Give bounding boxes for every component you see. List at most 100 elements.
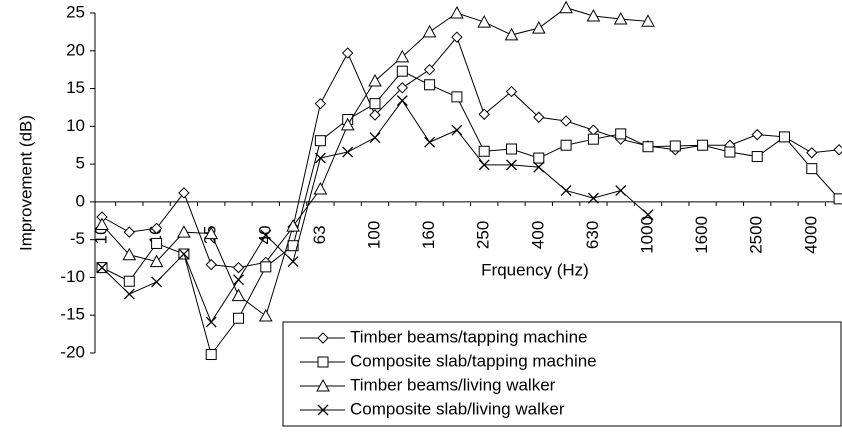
marker	[641, 14, 655, 27]
marker	[96, 262, 108, 274]
marker	[260, 261, 272, 273]
marker	[178, 248, 190, 260]
marker	[123, 275, 135, 287]
marker	[504, 27, 519, 41]
x-tick-label: 400	[528, 221, 547, 249]
x-tick-label: 160	[419, 221, 438, 249]
marker	[204, 226, 219, 240]
marker	[423, 63, 436, 76]
x-tick-label: 250	[474, 221, 493, 249]
marker	[286, 219, 300, 232]
marker	[613, 12, 628, 25]
marker	[340, 117, 355, 131]
x-tick-label: 2500	[747, 216, 766, 254]
marker	[642, 141, 654, 153]
y-tick-label: -5	[70, 229, 85, 248]
marker	[587, 124, 600, 136]
x-axis-label: Frquency (Hz)	[481, 260, 589, 279]
marker	[560, 115, 572, 127]
marker	[451, 124, 463, 136]
marker	[369, 98, 381, 110]
y-tick-label: 10	[66, 116, 85, 135]
marker	[95, 217, 109, 231]
marker	[533, 161, 545, 173]
marker	[396, 82, 409, 94]
marker	[178, 187, 190, 199]
marker	[341, 47, 354, 59]
marker	[478, 145, 490, 157]
marker	[533, 111, 545, 123]
y-tick-label: 20	[66, 40, 85, 59]
marker	[314, 152, 326, 164]
marker	[451, 91, 463, 103]
x-tick-label: 63	[310, 225, 329, 244]
marker	[806, 163, 818, 175]
marker	[205, 258, 217, 271]
marker	[833, 144, 842, 156]
marker	[314, 135, 326, 147]
marker	[151, 237, 163, 249]
marker	[724, 146, 736, 158]
y-tick-label: 5	[76, 154, 85, 173]
marker	[317, 356, 329, 368]
marker	[122, 247, 137, 261]
marker	[806, 147, 818, 159]
marker	[233, 312, 244, 324]
legend-label: Composite slab/tapping machine	[350, 351, 597, 370]
y-tick-label: 0	[76, 191, 85, 210]
marker	[205, 316, 217, 328]
series-line	[101, 99, 649, 324]
marker	[287, 256, 299, 268]
marker	[258, 308, 273, 322]
series-line	[101, 70, 840, 356]
marker	[586, 8, 601, 22]
marker	[342, 146, 354, 158]
y-tick-label: -10	[60, 267, 85, 286]
y-tick-label: 25	[66, 2, 85, 21]
marker	[231, 288, 246, 302]
marker	[316, 378, 330, 392]
marker	[317, 332, 329, 344]
legend-label: Timber beams/living walker	[350, 375, 556, 394]
marker	[369, 132, 381, 144]
legend-label: Timber beams/tapping machine	[350, 327, 588, 346]
x-tick-label: 630	[583, 221, 602, 249]
marker	[559, 0, 573, 14]
marker	[123, 288, 135, 300]
marker	[506, 159, 517, 171]
x-tick-label: 1000	[637, 216, 656, 254]
series-line	[101, 36, 840, 269]
marker	[451, 31, 463, 43]
marker	[833, 193, 842, 205]
y-tick-label: 15	[66, 78, 85, 97]
marker	[422, 24, 437, 38]
marker	[505, 85, 518, 98]
marker	[396, 95, 408, 107]
marker	[587, 192, 599, 204]
marker	[260, 229, 272, 241]
marker	[395, 49, 410, 63]
marker	[697, 139, 709, 151]
marker	[151, 276, 163, 288]
x-tick-label: 10	[91, 225, 110, 244]
marker	[751, 128, 763, 141]
marker	[478, 159, 490, 171]
marker	[751, 151, 763, 163]
marker	[533, 152, 545, 164]
x-tick-label: 4000	[801, 216, 820, 254]
y-axis-label: Improvement (dB)	[16, 115, 35, 251]
x-tick-label: 1600	[692, 216, 711, 254]
marker	[531, 21, 546, 34]
marker	[232, 261, 245, 274]
marker	[369, 109, 381, 121]
marker	[317, 404, 329, 416]
legend-label: Composite slab/living walker	[350, 399, 565, 418]
marker	[368, 73, 382, 87]
marker	[477, 15, 492, 28]
marker	[560, 185, 572, 197]
marker	[150, 222, 163, 235]
marker	[615, 185, 627, 197]
y-tick-label: -15	[60, 305, 85, 324]
marker	[314, 97, 327, 110]
